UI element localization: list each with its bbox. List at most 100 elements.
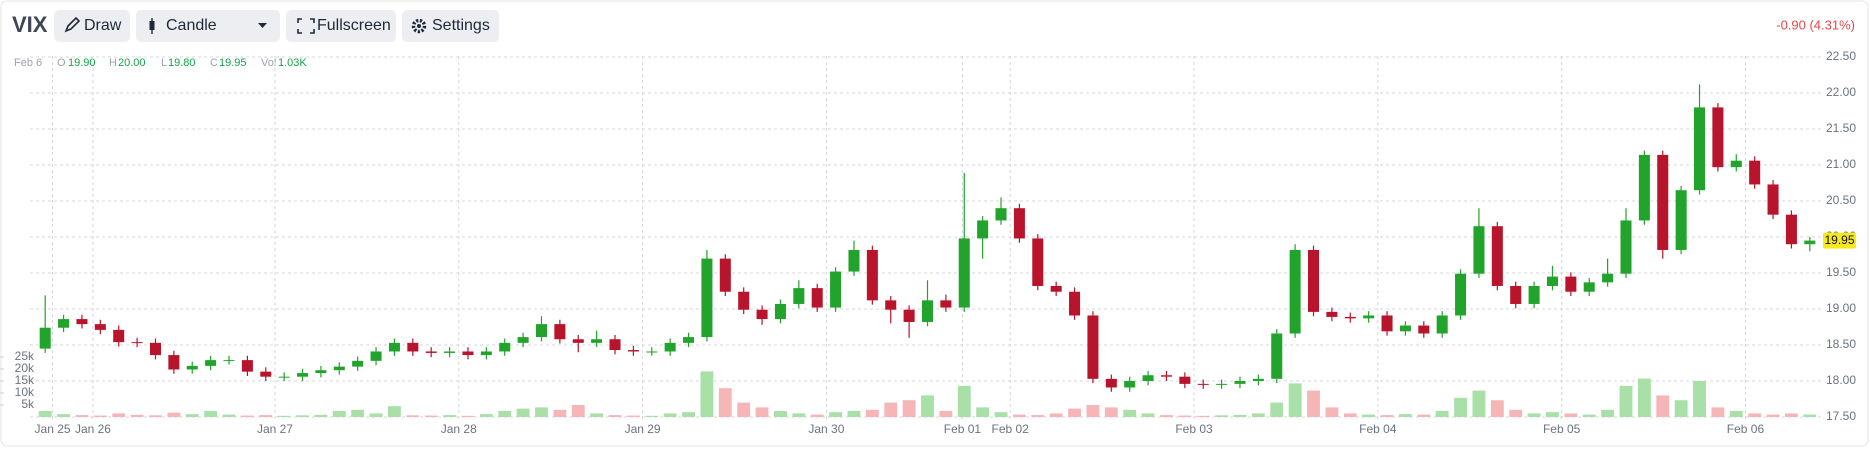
volume-bar — [1509, 409, 1523, 417]
candle-body — [719, 258, 731, 292]
volume-bar — [222, 414, 236, 417]
volume-bar — [1546, 412, 1559, 417]
candle-body — [1804, 240, 1816, 245]
candle-body — [1785, 214, 1797, 245]
status-key: H — [109, 57, 117, 69]
candle-body — [388, 342, 400, 352]
volume-bar — [296, 415, 309, 417]
candle-body — [1124, 381, 1136, 388]
volume-bar — [976, 407, 990, 417]
candle-body — [517, 337, 529, 343]
candle-button[interactable]: Candle — [136, 10, 280, 42]
symbol: VIX — [12, 12, 48, 37]
x-tick-label: Jan 27 — [257, 422, 293, 436]
volume-bar — [608, 415, 622, 417]
candle-body — [462, 351, 474, 356]
volume-bar — [718, 388, 732, 417]
volume-bar — [240, 415, 254, 417]
volume-bar — [1398, 414, 1412, 417]
settings-button[interactable]: Settings — [402, 10, 499, 42]
pencil-icon — [64, 16, 81, 33]
candle-body — [1087, 315, 1099, 379]
volume-bar — [1527, 413, 1541, 417]
candle-body — [1546, 276, 1558, 286]
candle-body — [1307, 249, 1320, 312]
volume-bar — [277, 415, 291, 417]
x-tick-label: Jan 29 — [625, 422, 661, 436]
volume-bar — [1123, 409, 1137, 417]
volume-bar — [1748, 413, 1762, 417]
candle-body — [646, 351, 658, 353]
draw-button[interactable]: Draw — [54, 10, 130, 42]
volume-bar — [1417, 414, 1431, 417]
candle-body — [554, 324, 566, 340]
y-tick-label: 21.50 — [1826, 121, 1856, 135]
status-key: O — [57, 57, 66, 69]
status-value: 19.95 — [219, 57, 247, 69]
volume-bar — [1251, 413, 1265, 417]
candle-body — [1510, 285, 1522, 304]
candle-body — [756, 309, 768, 320]
candle-body — [1455, 273, 1467, 316]
candles — [39, 84, 1816, 392]
candle-body — [1050, 285, 1062, 292]
button-label: Fullscreen — [317, 17, 391, 34]
candle-body — [168, 355, 180, 370]
candle-body — [977, 220, 989, 239]
volume-bar — [57, 414, 71, 417]
volume-bar — [1288, 383, 1302, 417]
volume-bar — [204, 411, 218, 417]
status-value: 20.00 — [118, 57, 146, 69]
candle-body — [811, 288, 823, 308]
candle-body — [903, 309, 915, 322]
volume-bar — [424, 415, 438, 417]
button-bg — [54, 10, 130, 42]
candle-body — [1344, 316, 1356, 319]
candle-body — [1473, 226, 1485, 274]
volume-bar — [1160, 415, 1173, 417]
candle-body — [1179, 376, 1191, 384]
y-tick-label: 17.50 — [1826, 409, 1856, 423]
volume-bar — [1693, 381, 1706, 417]
candle-body — [1418, 325, 1430, 334]
candle-body — [1528, 285, 1540, 304]
volume-bar — [810, 414, 824, 417]
candle-body — [1013, 208, 1025, 239]
candle-body — [572, 339, 584, 343]
fullscreen-button[interactable]: Fullscreen — [286, 10, 396, 42]
candle-body — [186, 365, 198, 370]
candle-body — [223, 360, 235, 362]
candle-body — [664, 342, 676, 352]
price-change: -0.90 (4.31%) — [1776, 17, 1855, 32]
volume-bar — [479, 414, 493, 417]
candle-body — [921, 300, 934, 322]
candle-body — [425, 351, 437, 353]
candle-body — [1767, 184, 1779, 215]
last-price-label: 19.95 — [1824, 233, 1854, 247]
candle-body — [866, 249, 878, 301]
x-tick-label: Feb 02 — [992, 422, 1030, 436]
volume-bar — [1472, 390, 1486, 417]
volume-bar — [663, 413, 677, 417]
grid — [30, 56, 1823, 420]
volume-bar — [332, 411, 346, 417]
candle-body — [352, 360, 364, 367]
candle-body — [1381, 315, 1393, 332]
status-key: Vol — [261, 57, 276, 69]
candle-body — [1234, 381, 1246, 384]
candle-body — [58, 319, 70, 328]
gear-icon — [411, 18, 427, 34]
button-label: Candle — [166, 17, 217, 34]
candle-body — [1620, 220, 1632, 274]
volume-bar — [1380, 415, 1394, 417]
volume-bar — [93, 415, 107, 417]
volume-bar — [682, 412, 695, 417]
volume-bar — [75, 415, 89, 417]
candle-body — [535, 324, 548, 338]
volume-bar — [700, 371, 714, 417]
volume-bar — [388, 406, 401, 417]
candle-body — [995, 208, 1007, 221]
candle-body — [940, 300, 952, 308]
candle-body — [1491, 226, 1503, 286]
